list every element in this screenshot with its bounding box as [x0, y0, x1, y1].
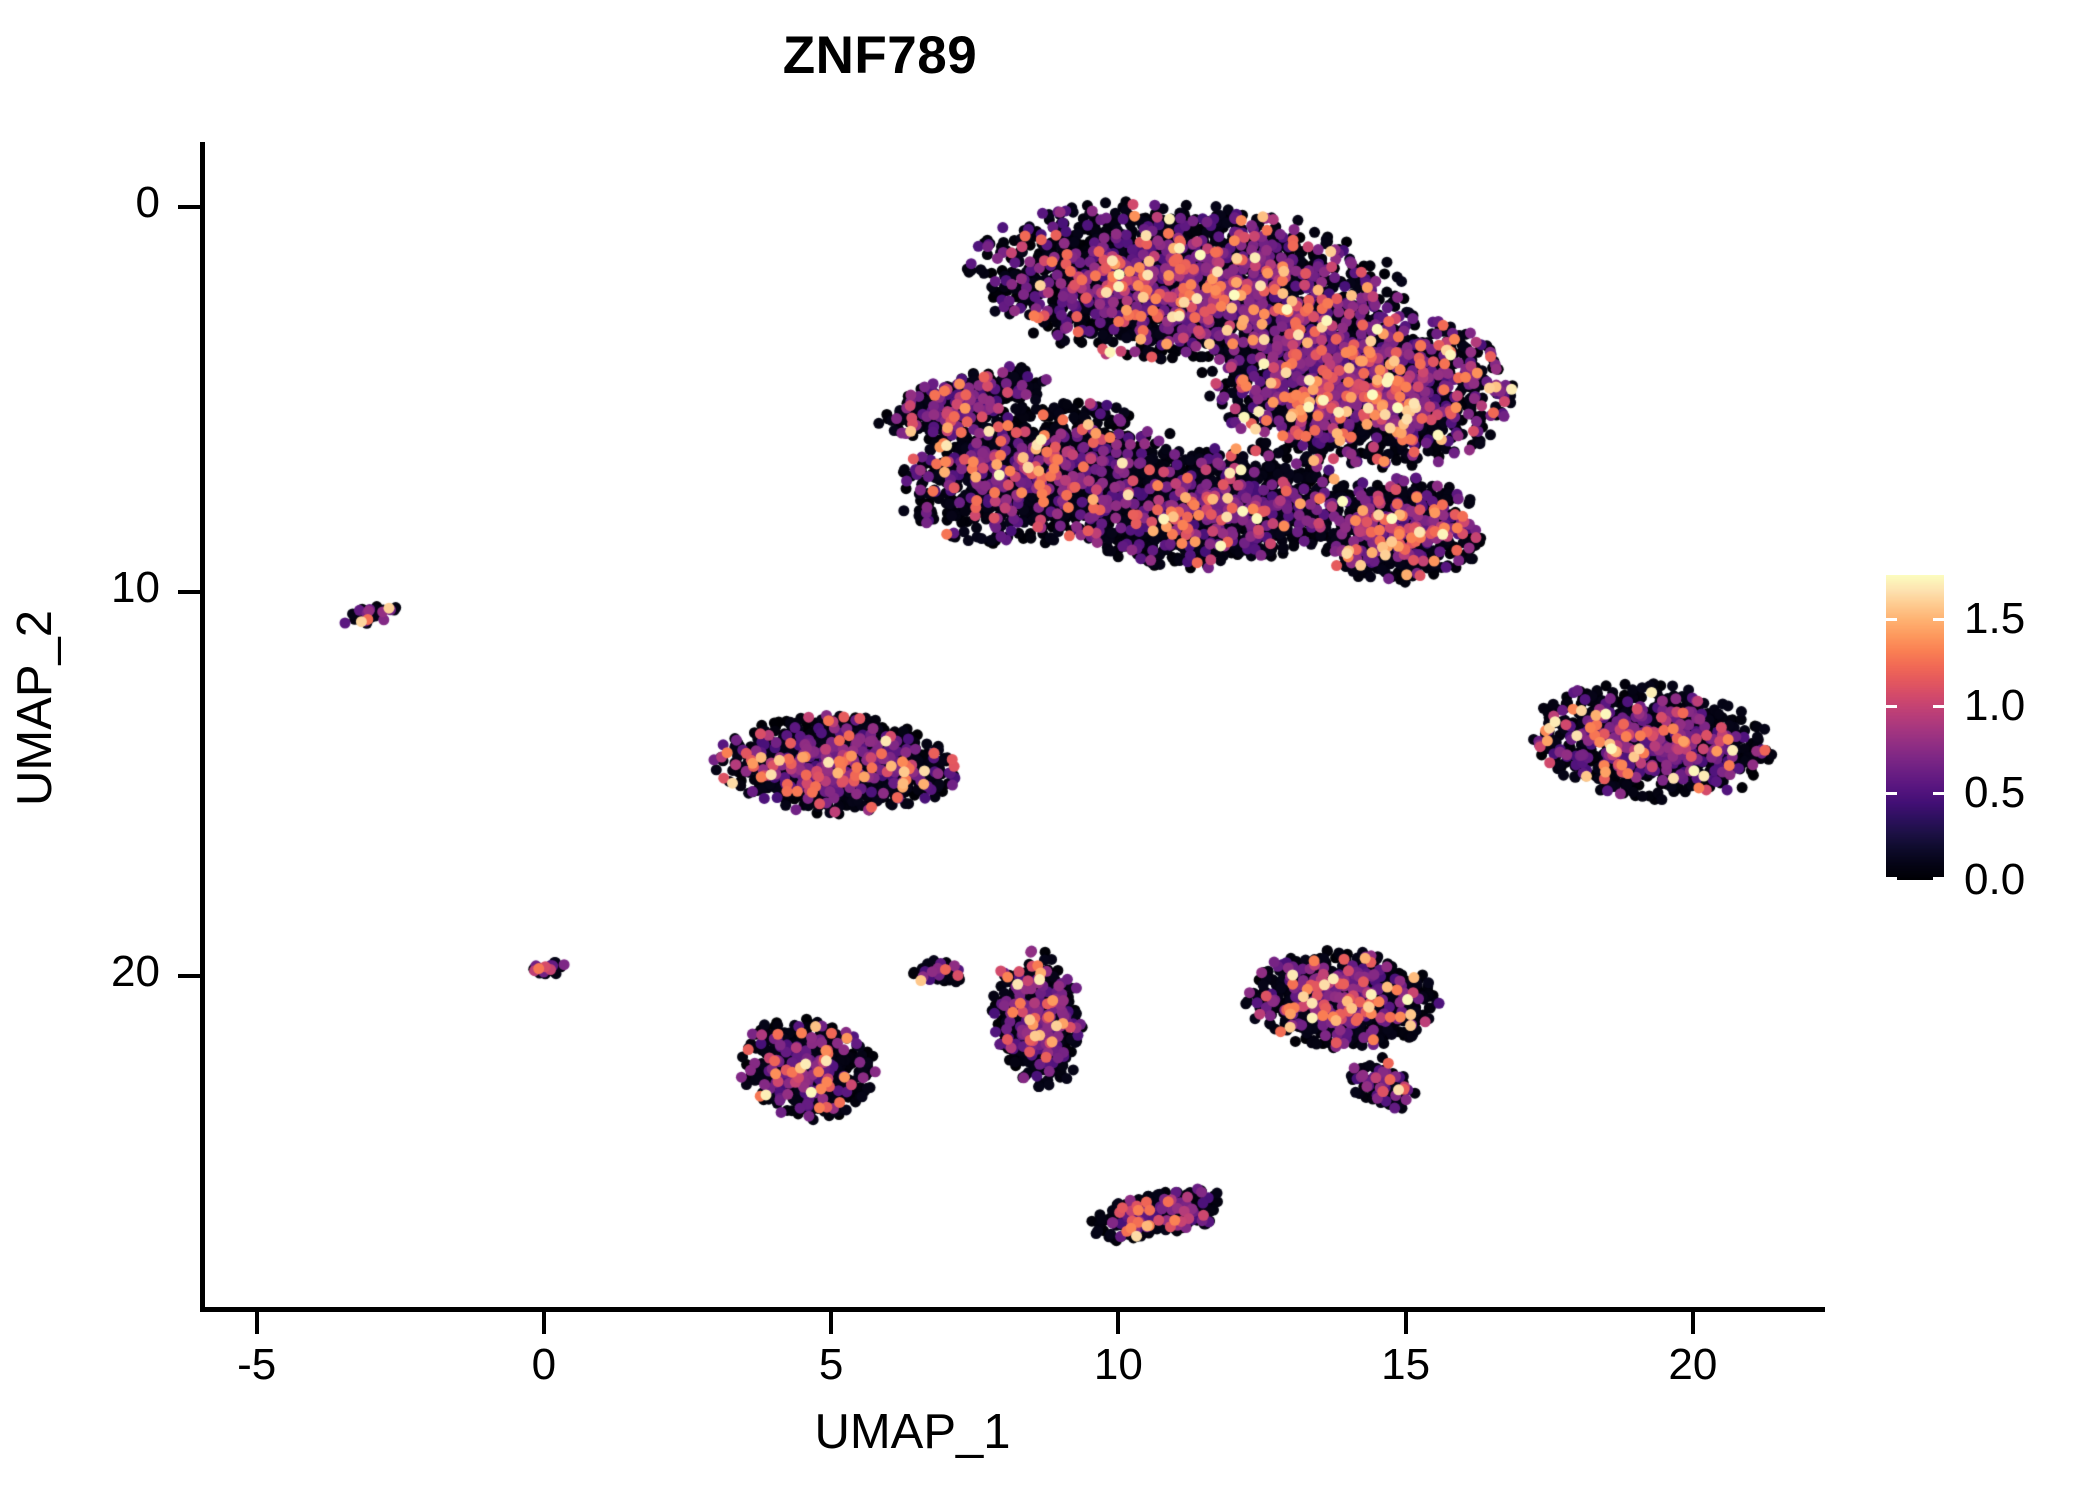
- colorbar-tick-mark: [1886, 877, 1897, 880]
- x-axis-label: UMAP_1: [814, 1405, 1011, 1459]
- colorbar-gradient: [1886, 575, 1944, 880]
- y-tick-mark: [178, 974, 200, 979]
- x-tick-mark: [829, 1312, 834, 1334]
- colorbar-tick-mark: [1933, 791, 1944, 795]
- x-axis-line: [200, 1307, 1825, 1312]
- x-tick-label: -5: [237, 1340, 277, 1389]
- colorbar-tick-label: 1.0: [1964, 680, 2026, 730]
- x-tick-label: 15: [1381, 1340, 1431, 1389]
- x-tick-label: 0: [531, 1340, 557, 1389]
- y-tick-mark: [178, 589, 200, 594]
- x-tick-label: 20: [1668, 1340, 1718, 1389]
- x-tick-mark: [1116, 1312, 1121, 1334]
- colorbar-tick-mark: [1886, 704, 1897, 708]
- y-axis-line: [200, 142, 205, 1312]
- x-tick-mark: [254, 1312, 259, 1334]
- y-tick-label: 10: [111, 562, 160, 612]
- colorbar-tick-mark: [1933, 877, 1944, 880]
- scatter-canvas: [205, 142, 1825, 1307]
- colorbar-tick-label: 0.5: [1964, 767, 2026, 817]
- x-tick-mark: [541, 1312, 546, 1334]
- colorbar-tick-label: 0.0: [1964, 855, 2026, 904]
- plot-panel: [205, 142, 1825, 1307]
- colorbar-tick-mark: [1886, 791, 1897, 795]
- colorbar-tick-mark: [1933, 704, 1944, 708]
- y-axis-label: UMAP_2: [8, 609, 62, 807]
- x-tick-mark: [1403, 1312, 1408, 1334]
- y-tick-mark: [178, 205, 200, 210]
- x-tick-mark: [1690, 1312, 1695, 1334]
- y-tick-label: 20: [111, 947, 160, 997]
- colorbar-legend: 1.5 1.0 0.5 0.0: [1886, 575, 2086, 904]
- y-tick-label: 0: [135, 178, 160, 228]
- colorbar-tick-label: 1.5: [1964, 593, 2026, 643]
- colorbar-tick-mark: [1886, 617, 1897, 621]
- colorbar-tick-mark: [1933, 617, 1944, 621]
- x-tick-label: 10: [1093, 1340, 1143, 1389]
- page-title: ZNF789: [782, 26, 978, 85]
- x-tick-label: 5: [818, 1340, 844, 1389]
